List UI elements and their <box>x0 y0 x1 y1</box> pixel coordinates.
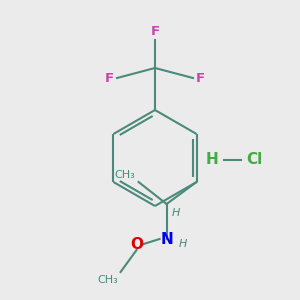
Text: F: F <box>196 71 205 85</box>
Text: CH₃: CH₃ <box>115 170 136 180</box>
Text: O: O <box>130 236 143 251</box>
Text: CH₃: CH₃ <box>98 275 118 285</box>
Text: H: H <box>172 208 180 218</box>
Text: F: F <box>150 25 160 38</box>
Text: F: F <box>105 71 114 85</box>
Text: H: H <box>178 239 187 249</box>
Text: H: H <box>205 152 218 167</box>
Text: N: N <box>160 232 173 247</box>
Text: Cl: Cl <box>246 152 262 167</box>
